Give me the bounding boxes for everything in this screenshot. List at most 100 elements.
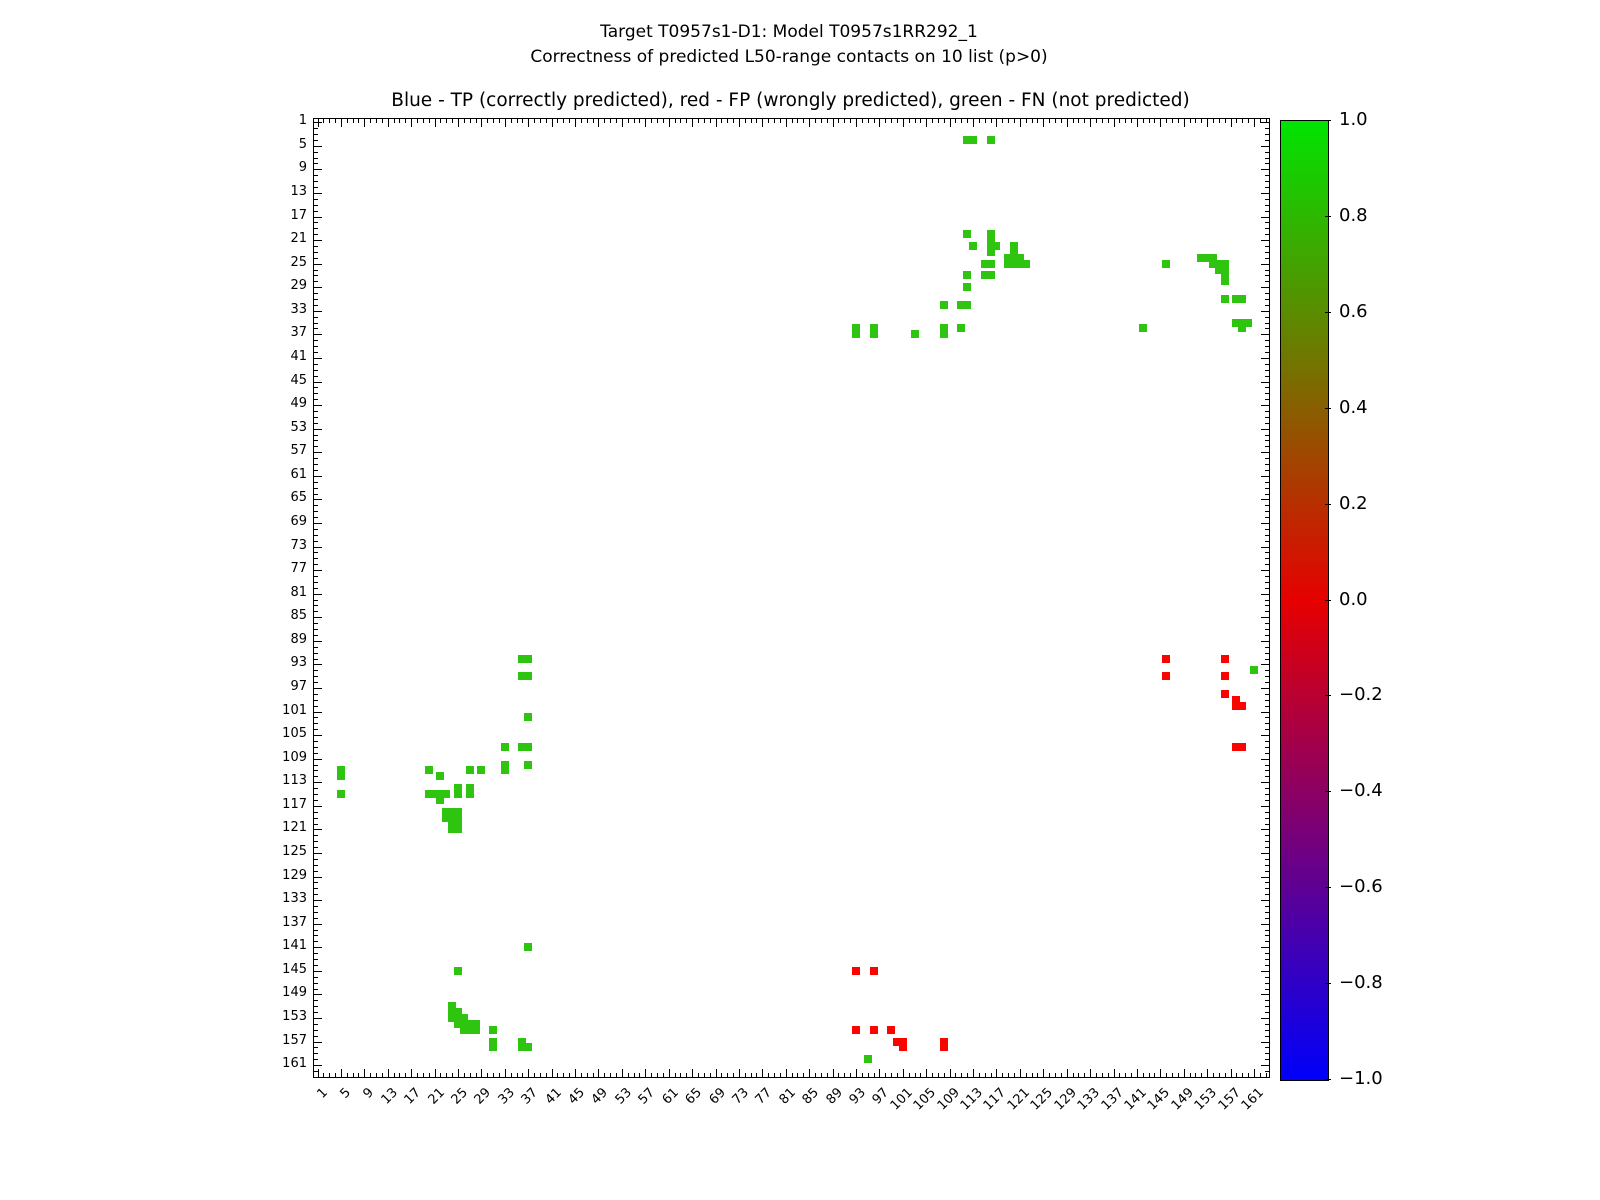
axis-tick bbox=[1265, 410, 1269, 412]
axis-tick bbox=[978, 1073, 980, 1077]
axis-tick bbox=[1236, 1073, 1238, 1077]
axis-tick bbox=[314, 304, 318, 306]
y-tick-label: 5 bbox=[298, 136, 307, 152]
axis-tick bbox=[1043, 1069, 1045, 1077]
axis-tick bbox=[1060, 1073, 1062, 1077]
axis-tick bbox=[314, 481, 318, 483]
axis-tick bbox=[314, 711, 322, 713]
axis-tick bbox=[314, 134, 318, 136]
axis-tick bbox=[314, 593, 322, 595]
colorbar-tick bbox=[1325, 599, 1331, 601]
contact-marker-fn bbox=[1162, 259, 1171, 268]
axis-tick bbox=[314, 947, 322, 949]
axis-tick bbox=[984, 119, 986, 123]
axis-tick bbox=[768, 119, 770, 123]
colorbar-tick bbox=[1325, 1079, 1331, 1080]
contact-marker-fn bbox=[1244, 318, 1253, 327]
axis-tick bbox=[785, 119, 787, 127]
axis-tick bbox=[422, 119, 424, 123]
contact-marker-fn bbox=[471, 1019, 480, 1028]
axis-tick bbox=[1014, 1073, 1016, 1077]
contact-marker-fn bbox=[453, 1019, 462, 1028]
axis-tick bbox=[1265, 422, 1269, 424]
axis-tick bbox=[850, 1073, 852, 1077]
contact-marker-fn bbox=[863, 1055, 872, 1064]
axis-tick bbox=[314, 870, 318, 872]
axis-tick bbox=[314, 1065, 322, 1067]
axis-tick bbox=[1265, 882, 1269, 884]
axis-tick bbox=[314, 316, 318, 318]
contact-marker-fn bbox=[442, 813, 451, 822]
axis-tick bbox=[314, 682, 318, 684]
axis-tick bbox=[314, 363, 318, 365]
contact-marker-fn bbox=[424, 790, 433, 799]
axis-tick bbox=[1265, 222, 1269, 224]
axis-tick bbox=[1037, 1073, 1039, 1077]
axis-tick bbox=[329, 1073, 331, 1077]
axis-tick bbox=[1265, 682, 1269, 684]
axis-tick bbox=[1265, 387, 1269, 389]
axis-tick bbox=[314, 746, 318, 748]
axis-tick bbox=[1265, 534, 1269, 536]
axis-tick bbox=[1107, 119, 1109, 123]
axis-tick bbox=[1002, 119, 1004, 123]
axis-tick bbox=[1265, 717, 1269, 719]
axis-tick bbox=[481, 119, 483, 127]
axis-tick bbox=[314, 257, 318, 259]
axis-tick bbox=[1265, 723, 1269, 725]
axis-tick bbox=[592, 119, 594, 123]
axes-title: Blue - TP (correctly predicted), red - F… bbox=[391, 90, 1190, 111]
axis-tick bbox=[891, 119, 893, 123]
axis-tick bbox=[314, 923, 322, 925]
axis-tick bbox=[314, 128, 318, 130]
axis-tick bbox=[891, 1073, 893, 1077]
contact-marker-fp bbox=[898, 1037, 907, 1046]
axis-tick bbox=[493, 119, 495, 123]
axis-tick bbox=[1265, 581, 1269, 583]
axis-tick bbox=[791, 1073, 793, 1077]
axis-tick bbox=[937, 119, 939, 123]
axis-tick bbox=[358, 1073, 360, 1077]
axis-tick bbox=[1265, 134, 1269, 136]
contact-marker-fp bbox=[1232, 701, 1241, 710]
contact-marker-fp bbox=[1220, 689, 1229, 698]
axis-tick bbox=[551, 1069, 553, 1077]
axis-tick bbox=[314, 799, 318, 801]
axis-tick bbox=[498, 119, 500, 123]
axis-tick bbox=[1177, 119, 1179, 123]
axis-tick bbox=[314, 652, 318, 654]
axis-tick bbox=[1136, 1069, 1138, 1077]
axis-tick bbox=[1265, 1047, 1269, 1049]
axis-tick bbox=[481, 1069, 483, 1077]
axis-tick bbox=[314, 1000, 318, 1002]
axis-tick bbox=[314, 499, 322, 501]
axis-tick bbox=[1265, 540, 1269, 542]
contact-marker-fn bbox=[489, 1037, 498, 1046]
axis-tick bbox=[314, 1053, 318, 1055]
axis-tick bbox=[314, 1029, 318, 1031]
axis-tick bbox=[1049, 1073, 1051, 1077]
axis-tick bbox=[774, 119, 776, 123]
axis-tick bbox=[1230, 119, 1232, 127]
axis-tick bbox=[1265, 363, 1269, 365]
contact-marker-fn bbox=[957, 324, 966, 333]
contact-marker-fn bbox=[453, 825, 462, 834]
axis-tick bbox=[1207, 119, 1209, 127]
y-tick-label: 25 bbox=[290, 254, 307, 270]
suptitle-line2: Correctness of predicted L50-range conta… bbox=[530, 47, 1048, 67]
axis-tick bbox=[314, 517, 318, 519]
axis-tick bbox=[314, 475, 322, 477]
y-tick-label: 89 bbox=[290, 631, 307, 647]
axis-tick bbox=[1265, 234, 1269, 236]
axis-tick bbox=[1084, 119, 1086, 123]
axis-tick bbox=[844, 1073, 846, 1077]
axis-tick bbox=[586, 1073, 588, 1077]
axis-tick bbox=[1261, 829, 1269, 831]
axis-tick bbox=[545, 119, 547, 123]
axis-tick bbox=[314, 198, 318, 200]
y-tick-label: 17 bbox=[290, 207, 307, 223]
axis-tick bbox=[1265, 929, 1269, 931]
axis-tick bbox=[417, 119, 418, 123]
colorbar-tick-label: −0.4 bbox=[1339, 780, 1383, 802]
